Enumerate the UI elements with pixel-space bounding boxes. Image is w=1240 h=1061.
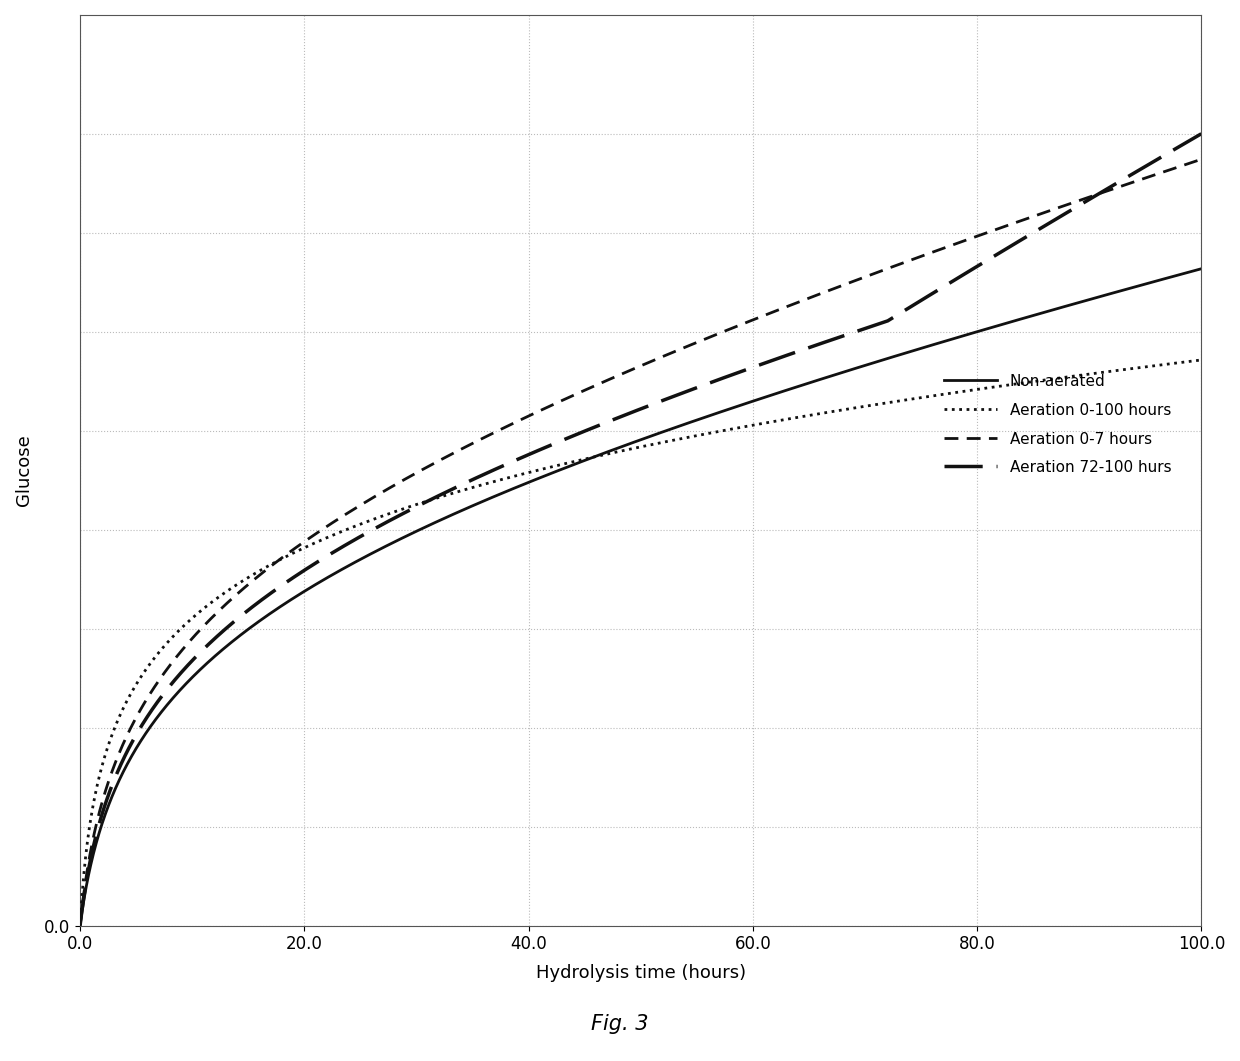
Y-axis label: Glucose: Glucose [15,434,33,506]
Aeration 0-100 hours [130,676,145,689]
Aeration 0-7 hours [618,366,632,379]
Aeration 0-7 hours [1161,164,1176,177]
Aeration 0-7 hours [73,919,88,932]
X-axis label: Hydrolysis time (hours): Hydrolysis time (hours) [536,964,745,982]
Line: Aeration 72-100 hurs: Aeration 72-100 hurs [81,134,1202,925]
Aeration 0-7 hours [588,379,603,392]
Aeration 0-100 hours [1161,358,1176,370]
Aeration 72-100 hurs [1161,146,1176,159]
Aeration 0-100 hours [588,450,603,463]
Aeration 0-100 hours [956,385,971,398]
Non-aerated [1162,272,1177,284]
Text: Fig. 3: Fig. 3 [591,1014,649,1033]
Aeration 0-100 hours [618,443,632,456]
Aeration 0-7 hours [1162,163,1177,176]
Non-aerated [956,330,971,343]
Aeration 72-100 hurs [956,268,971,281]
Aeration 72-100 hurs [73,919,88,932]
Non-aerated [1194,262,1209,275]
Non-aerated [588,450,603,463]
Line: Non-aerated: Non-aerated [81,268,1202,925]
Aeration 72-100 hurs [1194,127,1209,140]
Non-aerated [73,919,88,932]
Aeration 72-100 hurs [618,408,632,421]
Non-aerated [130,741,145,753]
Line: Aeration 0-100 hours: Aeration 0-100 hours [81,360,1202,925]
Non-aerated [1161,272,1176,284]
Aeration 72-100 hurs [130,727,145,740]
Aeration 0-100 hours [73,919,88,932]
Aeration 0-7 hours [1194,153,1209,166]
Aeration 0-100 hours [1162,358,1177,370]
Line: Aeration 0-7 hours: Aeration 0-7 hours [81,159,1202,925]
Legend: Non-aerated, Aeration 0-100 hours, Aeration 0-7 hours, Aeration 72-100 hurs: Non-aerated, Aeration 0-100 hours, Aerat… [944,373,1172,475]
Non-aerated [618,439,632,452]
Aeration 0-100 hours [1194,353,1209,366]
Aeration 72-100 hurs [588,420,603,433]
Aeration 0-7 hours [956,234,971,247]
Aeration 72-100 hurs [1162,146,1177,159]
Aeration 0-7 hours [130,709,145,721]
